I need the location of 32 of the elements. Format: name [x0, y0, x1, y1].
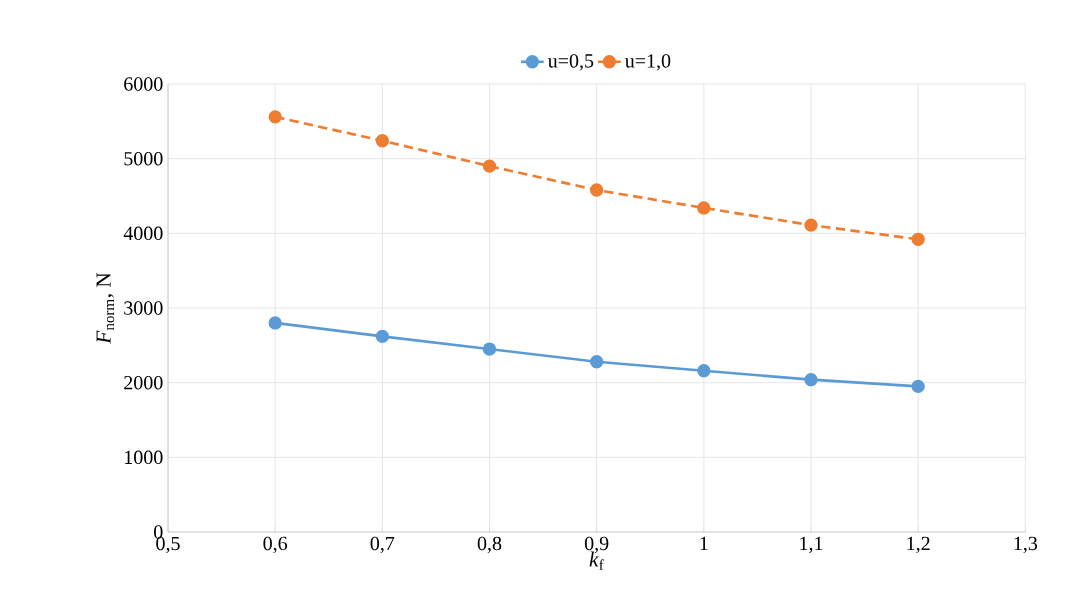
point — [590, 355, 604, 369]
point — [804, 218, 818, 232]
point — [375, 134, 390, 148]
x-tick-label: 0,7 — [370, 536, 395, 554]
point — [804, 373, 818, 387]
point — [590, 183, 604, 197]
x-tick-label: 1,1 — [800, 536, 823, 553]
x-tick-label: 0,9 — [584, 536, 609, 554]
point — [268, 316, 282, 330]
legend-label: u=0,5 — [547, 54, 594, 71]
legend-label: u=1,0 — [625, 54, 671, 71]
y-tick-label: 4000 — [123, 226, 163, 241]
y-tick-label: 6000 — [124, 77, 163, 91]
x-tick-label: 0,6 — [263, 536, 288, 554]
x-tick-label: 1,2 — [907, 536, 930, 554]
y-tick-label: 5000 — [124, 151, 163, 166]
x-tick-label: 0,8 — [477, 536, 502, 554]
x-tick-label: 1,3 — [1014, 536, 1038, 554]
point — [375, 329, 390, 344]
point — [697, 364, 711, 378]
y-tick-label: 3000 — [124, 301, 163, 315]
point — [697, 201, 711, 215]
point — [268, 110, 282, 124]
y-axis-title: F$_{norm}$, N — [96, 272, 115, 344]
y-tick-label: 1000 — [125, 450, 163, 465]
x-tick-label: 1 — [700, 536, 708, 550]
point — [911, 379, 925, 394]
point — [482, 342, 497, 356]
point — [482, 159, 497, 173]
point — [911, 232, 925, 246]
x-axis-title: k$_{f}$ — [589, 551, 604, 570]
y-tick-label: 2000 — [124, 375, 163, 390]
